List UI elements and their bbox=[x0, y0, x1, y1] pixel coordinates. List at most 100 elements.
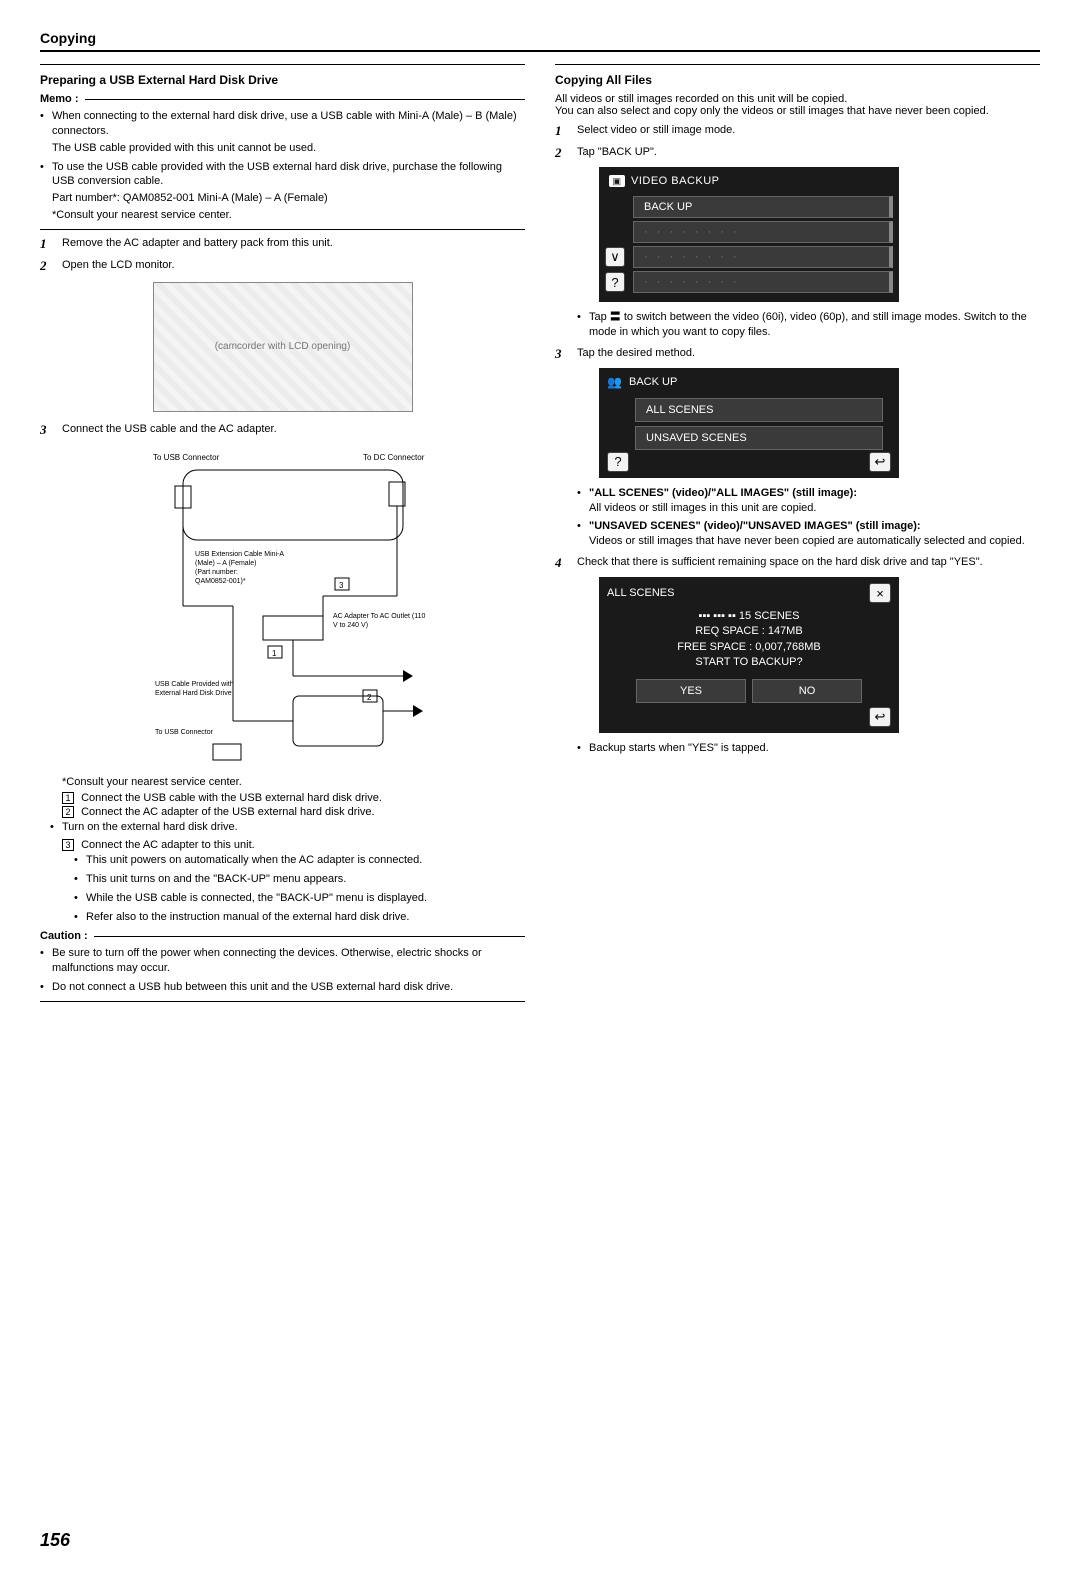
video-mode-icon: ▣ bbox=[609, 175, 625, 187]
method-options: "ALL SCENES" (video)/"ALL IMAGES" (still… bbox=[577, 486, 1040, 549]
lcd-back-button[interactable]: ↩ bbox=[869, 707, 891, 727]
intro-text: All videos or still images recorded on t… bbox=[555, 93, 1040, 105]
lcd-backup-button[interactable]: BACK UP bbox=[633, 196, 893, 218]
memo-subtext: The USB cable provided with this unit ca… bbox=[52, 141, 525, 156]
lcd3-line: ▪▪▪ ▪▪▪ ▪▪ 15 SCENES bbox=[607, 609, 891, 624]
diagram-footnote: *Consult your nearest service center. bbox=[62, 776, 525, 788]
diag-label: (Part number: bbox=[195, 569, 238, 576]
boxed-step-1: 1 Connect the USB cable with the USB ext… bbox=[62, 792, 525, 804]
step-number: 1 bbox=[40, 236, 62, 252]
intro-text: You can also select and copy only the vi… bbox=[555, 105, 1040, 117]
step-3: 3 Connect the USB cable and the AC adapt… bbox=[40, 422, 525, 438]
r-step-4: 4 Check that there is sufficient remaini… bbox=[555, 555, 1040, 571]
left-heading: Preparing a USB External Hard Disk Drive bbox=[40, 73, 525, 87]
boxed-text: Connect the AC adapter of the USB extern… bbox=[81, 806, 375, 818]
diag-label: USB Cable Provided with bbox=[155, 681, 234, 688]
svg-text:3: 3 bbox=[339, 581, 344, 590]
step-number: 3 bbox=[555, 346, 577, 362]
lcd2-title: 👥 BACK UP bbox=[607, 374, 891, 394]
boxed-number-icon: 3 bbox=[62, 839, 74, 851]
lcd-yes-button[interactable]: YES bbox=[636, 679, 746, 703]
lcd-no-button[interactable]: NO bbox=[752, 679, 862, 703]
boxed-step-2: 2 Connect the AC adapter of the USB exte… bbox=[62, 806, 525, 818]
left-column: Preparing a USB External Hard Disk Drive… bbox=[40, 64, 525, 1010]
svg-text:2: 2 bbox=[367, 693, 372, 702]
lcd-dim-row: · · · · · · · · bbox=[633, 221, 893, 243]
lcd-title: ▣ VIDEO BACKUP bbox=[605, 173, 893, 193]
caution-item: Do not connect a USB hub between this un… bbox=[40, 980, 525, 995]
step-number: 4 bbox=[555, 555, 577, 571]
memo-item: When connecting to the external hard dis… bbox=[40, 109, 525, 156]
diag-label: USB Extension Cable Mini-A bbox=[195, 551, 284, 558]
option-head: "UNSAVED SCENES" (video)/"UNSAVED IMAGES… bbox=[589, 520, 921, 532]
diag-label: QAM0852-001)* bbox=[195, 578, 246, 585]
lcd-video-backup: ▣ VIDEO BACKUP BACK UP · · · · · · · · ∨… bbox=[599, 167, 899, 302]
option-head: "ALL SCENES" (video)/"ALL IMAGES" (still… bbox=[589, 487, 857, 499]
boxed-step-3: 3 Connect the AC adapter to this unit. bbox=[62, 839, 525, 851]
step-text: Remove the AC adapter and battery pack f… bbox=[62, 236, 525, 252]
figure-camcorder: (camcorder with LCD opening) bbox=[153, 282, 413, 412]
caution-item: Be sure to turn off the power when conne… bbox=[40, 946, 525, 976]
divider bbox=[40, 1001, 525, 1002]
after-lcd1-note: Tap 〓 to switch between the video (60i),… bbox=[577, 310, 1040, 340]
memo-rule bbox=[85, 99, 526, 100]
step-text: Tap "BACK UP". bbox=[577, 145, 1040, 161]
lcd3-body: ▪▪▪ ▪▪▪ ▪▪ 15 SCENES REQ SPACE : 147MB F… bbox=[607, 609, 891, 671]
lcd-title-text: VIDEO BACKUP bbox=[631, 175, 720, 187]
lcd-all-scenes-button[interactable]: ALL SCENES bbox=[635, 398, 883, 422]
diag-label: AC Adapter To AC Outlet (110 bbox=[333, 613, 425, 620]
step-number: 3 bbox=[40, 422, 62, 438]
diag-label: V to 240 V) bbox=[333, 622, 368, 629]
step-number: 1 bbox=[555, 123, 577, 139]
lcd-confirm-backup: ALL SCENES × ▪▪▪ ▪▪▪ ▪▪ 15 SCENES REQ SP… bbox=[599, 577, 899, 733]
step-number: 2 bbox=[555, 145, 577, 161]
option-block: "ALL SCENES" (video)/"ALL IMAGES" (still… bbox=[577, 486, 1040, 516]
step-number: 2 bbox=[40, 258, 62, 274]
boxed3-bullets: This unit powers on automatically when t… bbox=[74, 853, 525, 924]
list-item: While the USB cable is connected, the "B… bbox=[74, 891, 525, 906]
left-subsection: Preparing a USB External Hard Disk Drive… bbox=[40, 64, 525, 1002]
diag-label: To USB Connector bbox=[155, 729, 214, 736]
step-2: 2 Open the LCD monitor. bbox=[40, 258, 525, 274]
page-number: 156 bbox=[40, 1530, 1040, 1551]
right-subsection: Copying All Files All videos or still im… bbox=[555, 64, 1040, 755]
lcd3-line: REQ SPACE : 147MB bbox=[607, 624, 891, 639]
memo-text: To use the USB cable provided with the U… bbox=[52, 161, 502, 188]
memo-label: Memo : bbox=[40, 93, 79, 105]
boxed-text: Connect the AC adapter to this unit. bbox=[81, 839, 255, 851]
list-item: This unit powers on automatically when t… bbox=[74, 853, 525, 868]
memo-item: To use the USB cable provided with the U… bbox=[40, 160, 525, 223]
diag-label: To USB Connector bbox=[153, 453, 220, 462]
caution-header: Caution : bbox=[40, 930, 525, 942]
right-heading: Copying All Files bbox=[555, 73, 1040, 87]
lcd-close-button[interactable]: × bbox=[869, 583, 891, 603]
caution-rule bbox=[94, 936, 525, 937]
step-1: 1 Remove the AC adapter and battery pack… bbox=[40, 236, 525, 252]
lcd-help-button[interactable]: ? bbox=[605, 272, 625, 292]
after-lcd3-note: Backup starts when "YES" is tapped. bbox=[577, 741, 1040, 756]
page-title: Copying bbox=[40, 30, 1040, 52]
svg-text:1: 1 bbox=[272, 649, 277, 658]
caution-list: Be sure to turn off the power when conne… bbox=[40, 946, 525, 995]
right-column: Copying All Files All videos or still im… bbox=[555, 64, 1040, 1010]
memo-text: When connecting to the external hard dis… bbox=[52, 110, 517, 137]
caution-label: Caution : bbox=[40, 930, 88, 942]
divider bbox=[40, 229, 525, 230]
lcd3-line: FREE SPACE : 0,007,768MB bbox=[607, 640, 891, 655]
memo-subtext: Part number*: QAM0852-001 Mini-A (Male) … bbox=[52, 191, 525, 206]
memo-subtext: *Consult your nearest service center. bbox=[52, 208, 525, 223]
memo-list: When connecting to the external hard dis… bbox=[40, 109, 525, 223]
turn-on-list: Turn on the external hard disk drive. bbox=[50, 820, 525, 835]
memo-header: Memo : bbox=[40, 93, 525, 105]
two-column-layout: Preparing a USB External Hard Disk Drive… bbox=[40, 64, 1040, 1010]
boxed-text: Connect the USB cable with the USB exter… bbox=[81, 792, 382, 804]
r-step-2: 2 Tap "BACK UP". bbox=[555, 145, 1040, 161]
step-text: Connect the USB cable and the AC adapter… bbox=[62, 422, 525, 438]
lcd-down-button[interactable]: ∨ bbox=[605, 247, 625, 267]
lcd-help-button[interactable]: ? bbox=[607, 452, 629, 472]
lcd-dim-row: · · · · · · · · bbox=[633, 271, 893, 293]
step-text: Select video or still image mode. bbox=[577, 123, 1040, 139]
lcd-unsaved-scenes-button[interactable]: UNSAVED SCENES bbox=[635, 426, 883, 450]
mode-icon: 👥 bbox=[607, 376, 623, 388]
lcd-back-button[interactable]: ↩ bbox=[869, 452, 891, 472]
